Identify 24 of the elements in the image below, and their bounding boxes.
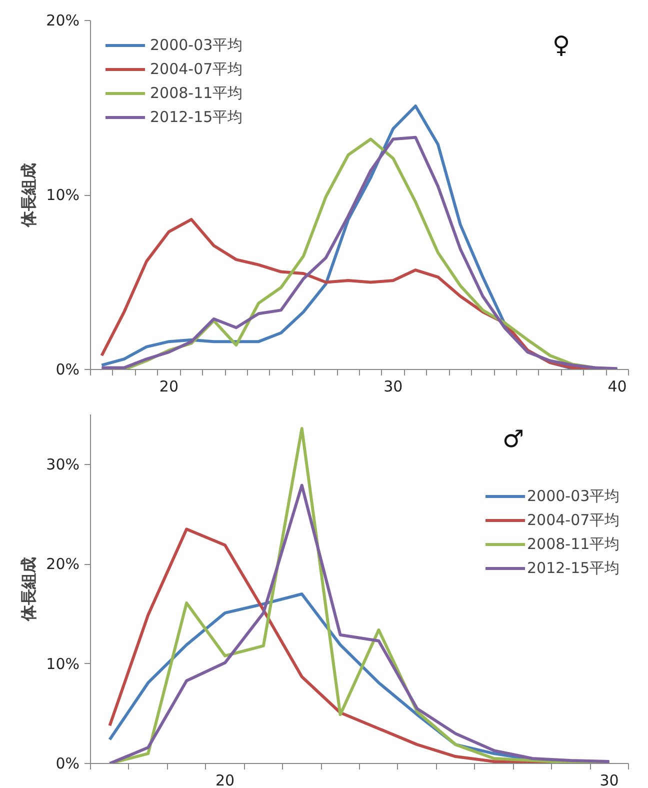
annotation: ♀	[552, 30, 570, 59]
legend-label: 2000-03平均	[527, 486, 620, 506]
y-tick-label: 0%	[56, 754, 80, 772]
x-tick-label: 30	[384, 378, 403, 396]
y-axis-title: 体長組成	[19, 557, 38, 622]
y-tick-label: 0%	[56, 360, 80, 378]
x-tick-label: 30	[600, 772, 619, 788]
y-tick-label: 20%	[46, 555, 80, 574]
y-tick-label: 20%	[46, 12, 80, 30]
x-tick-label: 40	[608, 378, 627, 396]
legend-label: 2004-07平均	[150, 60, 243, 78]
legend-label: 2004-07平均	[527, 510, 620, 530]
x-tick-label: 20	[159, 378, 179, 396]
x-tick-label: 20	[215, 772, 235, 788]
legend-label: 2008-11平均	[527, 534, 620, 554]
annotation: ♂	[502, 424, 524, 453]
y-axis-title: 体長組成	[19, 163, 38, 228]
y-tick-label: 10%	[46, 654, 80, 673]
legend-label: 2012-15平均	[527, 558, 620, 578]
legend-label: 2008-11平均	[150, 84, 243, 102]
legend-label: 2000-03平均	[150, 36, 243, 54]
legend-label: 2012-15平均	[150, 108, 243, 126]
y-tick-label: 30%	[46, 455, 80, 474]
y-tick-label: 10%	[46, 186, 80, 204]
